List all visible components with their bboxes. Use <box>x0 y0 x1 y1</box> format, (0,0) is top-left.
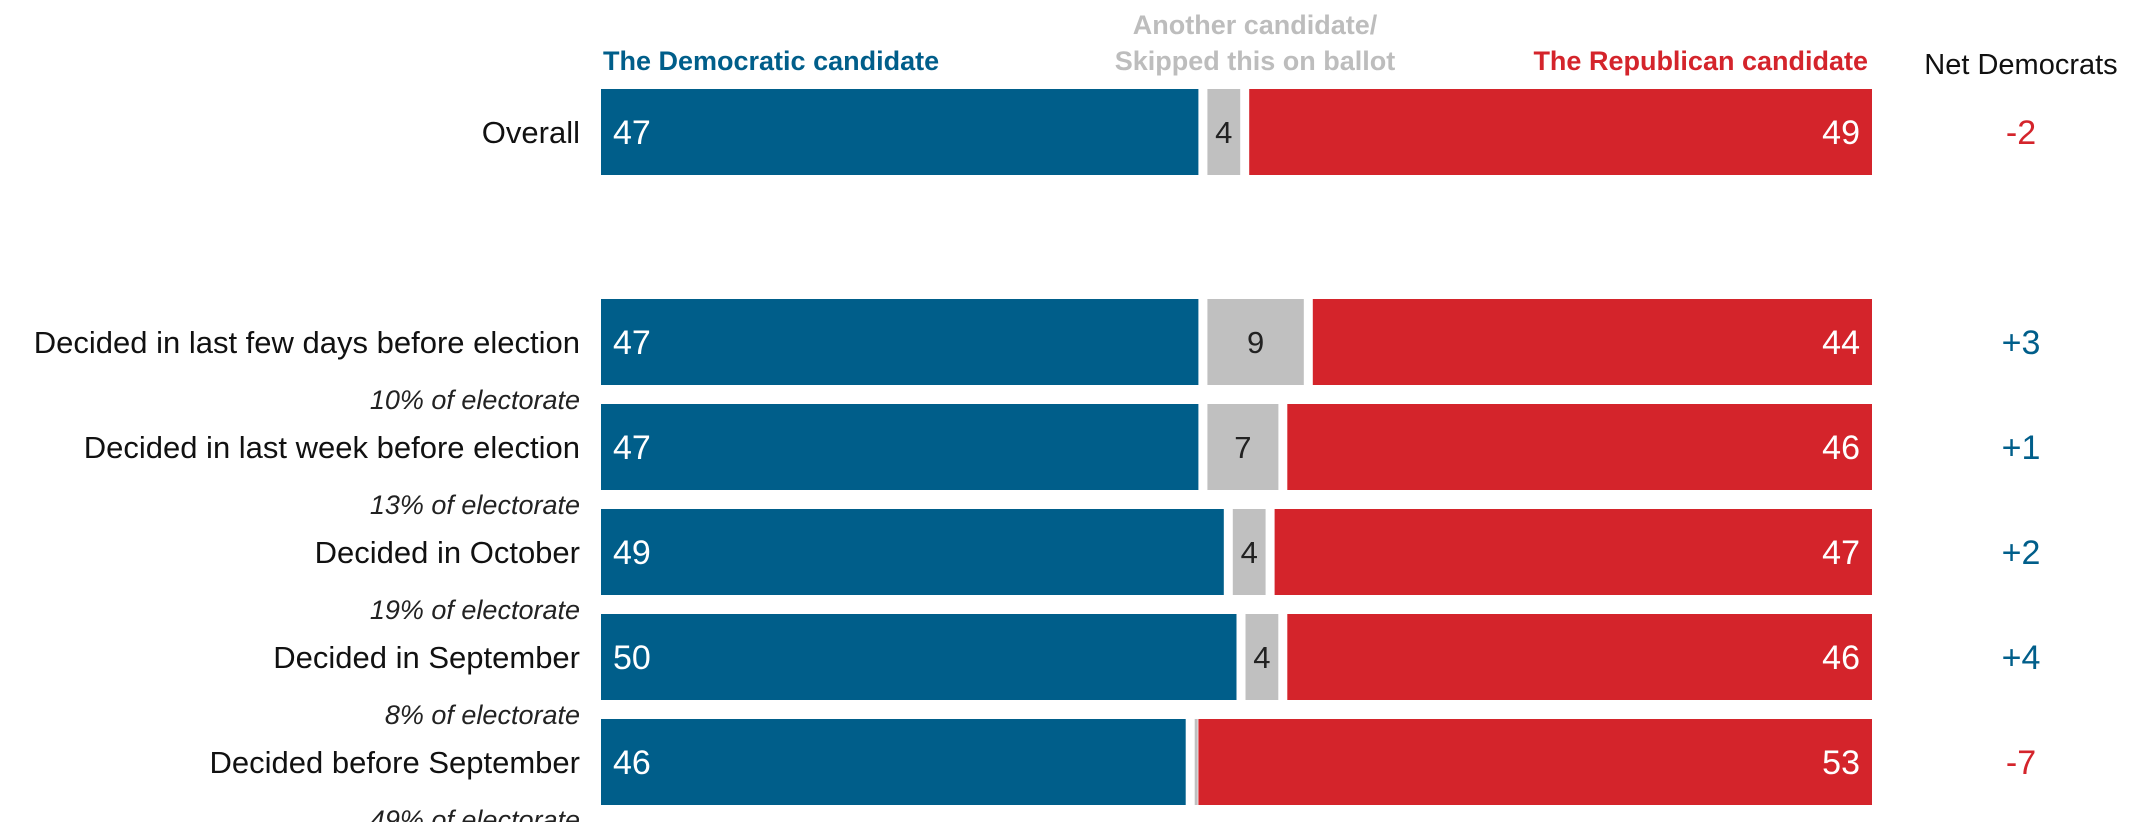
bar-other <box>1245 614 1279 700</box>
category-sublabel: 8% of electorate <box>385 700 580 730</box>
bar-dem <box>601 719 1186 805</box>
value-label-dem: 47 <box>613 429 651 467</box>
bar-other <box>1232 509 1266 595</box>
legend-other-line1: Another candidate/ <box>1133 10 1378 40</box>
bar-rep <box>1249 89 1872 175</box>
bar-other <box>1207 404 1279 490</box>
net-value: -2 <box>2006 114 2036 152</box>
legend-rep: The Republican candidate <box>1533 46 1868 76</box>
net-value: -7 <box>2006 744 2036 782</box>
value-label-other: 7 <box>1234 430 1251 465</box>
bar-other <box>1194 719 1198 805</box>
value-label-rep: 44 <box>1822 324 1860 362</box>
value-label-dem: 49 <box>613 534 651 572</box>
value-label-other: 4 <box>1215 115 1232 150</box>
value-label-dem: 50 <box>613 639 651 677</box>
bar-rep <box>1287 404 1872 490</box>
legend: The Democratic candidate Another candidat… <box>603 10 2118 81</box>
net-value: +2 <box>2002 534 2041 572</box>
category-sublabel: 13% of electorate <box>370 490 580 520</box>
legend-dem: The Democratic candidate <box>603 46 939 76</box>
value-label-rep: 46 <box>1822 639 1860 677</box>
bar-rep <box>1198 719 1872 805</box>
legend-net: Net Democrats <box>1924 49 2117 81</box>
chart-row: Decided in last week before election 13% … <box>84 404 2041 520</box>
value-label-other: 9 <box>1247 325 1264 360</box>
value-label-dem: 46 <box>613 744 651 782</box>
chart-row: Decided before September 49% of electorat… <box>209 719 2036 822</box>
net-value: +4 <box>2002 639 2041 677</box>
chart-row: Overall 47 49 4 -2 <box>482 89 2036 175</box>
bar-dem <box>601 614 1237 700</box>
value-label-rep: 49 <box>1822 114 1860 152</box>
category-label: Overall <box>482 115 580 150</box>
legend-other-line2: Skipped this on ballot <box>1115 46 1396 76</box>
bar-rep <box>1312 299 1872 385</box>
bar-dem <box>601 89 1199 175</box>
category-label: Decided in last few days before election <box>34 325 580 360</box>
category-label: Decided before September <box>209 745 580 780</box>
net-value: +3 <box>2002 324 2041 362</box>
bar-dem <box>601 509 1224 595</box>
bar-other <box>1207 89 1241 175</box>
value-label-rep: 53 <box>1822 744 1860 782</box>
chart-row: Decided in last few days before election… <box>34 299 2041 415</box>
value-label-rep: 46 <box>1822 429 1860 467</box>
bar-rep <box>1287 614 1872 700</box>
bar-rep <box>1274 509 1872 595</box>
chart-row: Decided in October 19% of electorate 49 47 4… <box>315 509 2041 625</box>
category-sublabel: 10% of electorate <box>370 385 580 415</box>
category-label: Decided in last week before election <box>84 430 580 465</box>
category-label: Decided in October <box>315 535 580 570</box>
net-value: +1 <box>2002 429 2041 467</box>
category-sublabel: 49% of electorate <box>370 805 580 822</box>
bar-dem <box>601 404 1199 490</box>
value-label-dem: 47 <box>613 324 651 362</box>
category-sublabel: 19% of electorate <box>370 595 580 625</box>
bar-dem <box>601 299 1199 385</box>
value-label-other: 4 <box>1241 535 1258 570</box>
value-label-rep: 47 <box>1822 534 1860 572</box>
value-label-dem: 47 <box>613 114 651 152</box>
bar-other <box>1207 299 1304 385</box>
value-label-other: 4 <box>1253 640 1270 675</box>
category-label: Decided in September <box>273 640 580 675</box>
chart-row: Decided in September 8% of electorate 50 46… <box>273 614 2040 730</box>
